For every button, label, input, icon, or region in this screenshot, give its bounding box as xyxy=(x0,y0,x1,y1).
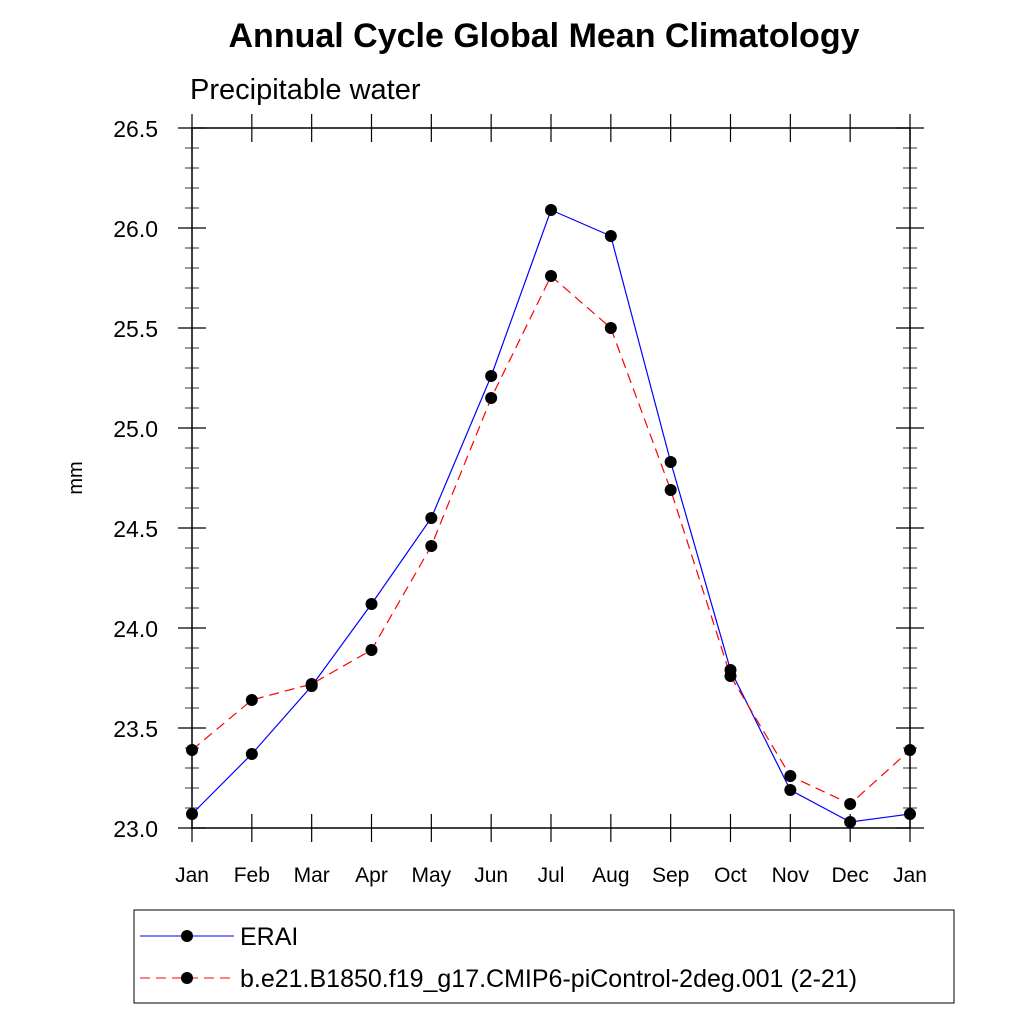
x-tick-label: Feb xyxy=(234,864,270,887)
series-0-point xyxy=(664,456,677,468)
plot-frame xyxy=(191,127,911,829)
x-tick-label: Nov xyxy=(772,864,810,887)
x-tick-label: Jan xyxy=(893,864,927,887)
series-0-point xyxy=(365,598,378,610)
series-1-point xyxy=(365,644,378,656)
series-1-point xyxy=(545,270,557,282)
series-0-point xyxy=(604,230,617,242)
series-0-point xyxy=(485,370,498,382)
y-tick-labels: 23.0 23.5 24.0 24.5 25.0 25.5 26.0 26.5 xyxy=(113,116,158,842)
series-1-point xyxy=(485,392,498,404)
legend-marker-erai xyxy=(181,930,193,942)
series-0-point xyxy=(904,808,916,820)
y-tick-label: 23.5 xyxy=(113,716,158,742)
series-1-point xyxy=(245,694,258,706)
series-1-point xyxy=(305,678,318,690)
y-axis-label: mm xyxy=(65,461,87,494)
chart-title: Annual Cycle Global Mean Climatology xyxy=(229,17,860,55)
x-tick-label: Oct xyxy=(714,864,747,887)
y-tick-label: 24.5 xyxy=(113,516,158,542)
series-1-point xyxy=(186,744,198,756)
series-1-point xyxy=(724,670,737,682)
y-tick-label: 23.0 xyxy=(113,816,158,842)
y-tick-label: 26.5 xyxy=(113,116,158,142)
x-tick-label: Apr xyxy=(355,864,388,887)
chart-subtitle: Precipitable water xyxy=(190,74,421,106)
legend-box xyxy=(133,909,955,1004)
legend-label-model: b.e21.B1850.f19_g17.CMIP6-piControl-2deg… xyxy=(240,965,857,993)
x-tick-label: May xyxy=(411,864,451,887)
legend: ERAI b.e21.B1850.f19_g17.CMIP6-piControl… xyxy=(133,909,955,1004)
y-tick-label: 26.0 xyxy=(113,216,158,242)
series-0-point xyxy=(425,512,438,524)
x-tick-label: Mar xyxy=(294,864,330,887)
series-1-point xyxy=(604,322,617,334)
series-0-point xyxy=(844,816,857,828)
series-line-0 xyxy=(191,209,911,823)
x-tick-label: Dec xyxy=(831,864,868,887)
series-0-point xyxy=(545,204,557,216)
series-layer xyxy=(186,204,916,828)
series-1-point xyxy=(844,798,857,810)
series-0-point xyxy=(784,784,797,796)
series-1-point xyxy=(425,540,438,552)
legend-label-erai: ERAI xyxy=(240,923,298,951)
x-tick-label: Jul xyxy=(538,864,565,887)
series-line-1 xyxy=(191,275,911,805)
y-tick-label: 25.0 xyxy=(113,416,158,442)
x-tick-label: Jan xyxy=(175,864,209,887)
series-1-point xyxy=(784,770,797,782)
series-1-point xyxy=(904,744,916,756)
legend-marker-model xyxy=(181,972,193,984)
x-tick-labels: Jan Feb Mar Apr May Jun Jul Aug Sep Oct Nov Dec Jan xyxy=(175,864,927,887)
x-tick-label: Aug xyxy=(592,864,629,887)
x-tick-label: Sep xyxy=(652,864,689,887)
series-1-point xyxy=(664,484,677,496)
series-0-point xyxy=(245,748,258,760)
x-tick-label: Jun xyxy=(474,864,508,887)
y-tick-label: 25.5 xyxy=(113,316,158,342)
series-0-point xyxy=(186,808,198,820)
axis-ticks xyxy=(178,114,924,842)
y-tick-label: 24.0 xyxy=(113,616,158,642)
